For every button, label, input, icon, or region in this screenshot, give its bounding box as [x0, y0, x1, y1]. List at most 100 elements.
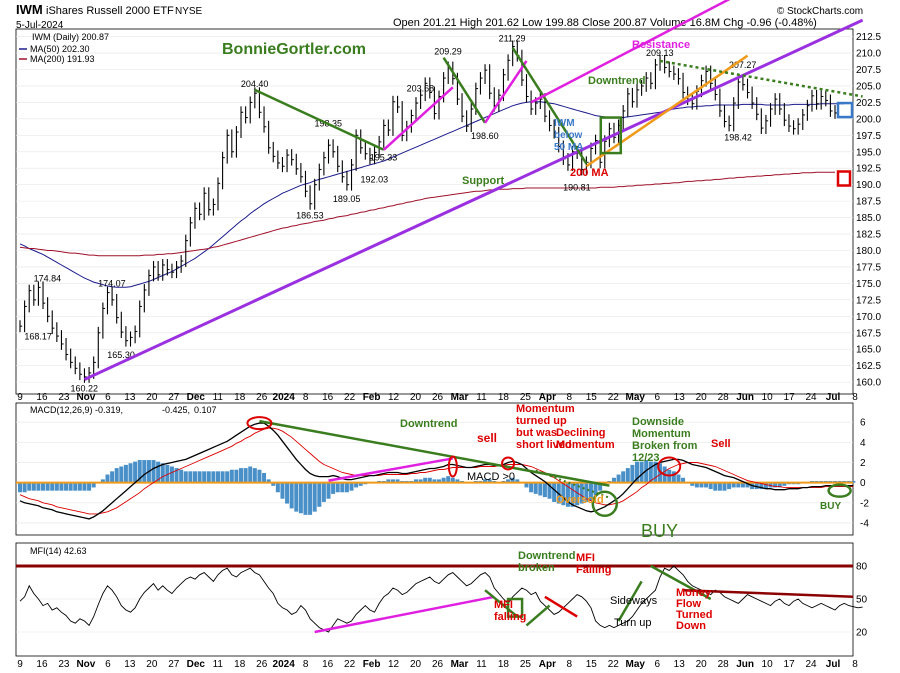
- macd-histogram-bar: [91, 482, 96, 488]
- price-xtick-label: 25: [520, 392, 532, 403]
- macd-histogram-bar: [142, 460, 147, 483]
- resistance-line-1: [382, 86, 454, 151]
- price-ytick-label: 207.5: [856, 65, 881, 76]
- macd-histogram-bar: [598, 482, 603, 491]
- price-ytick-label: 187.5: [856, 197, 881, 208]
- legend-macd: MACD(12,26,9) -0.319,: [30, 405, 123, 415]
- header-ohlc: Open 201.21 High 201.62 Low 199.88 Close…: [393, 17, 817, 29]
- price-xtick-label: 22: [344, 392, 356, 403]
- macd-histogram-bar: [262, 472, 267, 483]
- macd-histogram-bar: [31, 482, 36, 491]
- macd-histogram-bar: [455, 479, 460, 483]
- macd-histogram-bar: [326, 482, 331, 499]
- macd-histogram-bar: [331, 482, 336, 494]
- macd-histogram-bar: [676, 474, 681, 483]
- macd-histogram-bar: [215, 471, 220, 483]
- macd-histogram-bar: [41, 482, 46, 491]
- macd-histogram-bar: [220, 471, 225, 483]
- annotation-mfi-falling: MFI falling: [494, 599, 526, 623]
- macd-histogram-bar: [487, 479, 492, 483]
- annotation-buy-large: BUY: [641, 521, 678, 541]
- mfi-xtick-label: Jul: [826, 659, 841, 670]
- mfi-green-box: [506, 597, 524, 618]
- mfi-xtick-label: 8: [567, 659, 573, 670]
- header-date: 5-Jul-2024: [16, 20, 64, 31]
- mfi-xtick-label: 22: [608, 659, 620, 670]
- mfi-xtick-label: May: [626, 659, 646, 670]
- annotation-mfi-downtrend-broken: Downtrend broken: [518, 550, 575, 574]
- macd-histogram-bar: [151, 460, 156, 483]
- mfi-xtick-label: Feb: [363, 659, 381, 670]
- annotation-macd-gt0: MACD >0: [467, 471, 515, 483]
- price-xtick-label: 17: [784, 392, 796, 403]
- support-trendline: [83, 18, 864, 381]
- price-ytick-label: 212.5: [856, 32, 881, 43]
- macd-histogram-bar: [128, 463, 133, 483]
- annotation-200ma: 200 MA: [570, 167, 609, 179]
- macd-histogram-bar: [584, 482, 589, 502]
- macd-line: [19, 422, 854, 520]
- mfi-xtick-label: 16: [36, 659, 48, 670]
- resistance-line-3: [530, 0, 731, 104]
- mfi-xtick-label: 11: [476, 659, 487, 670]
- price-ytick-label: 210.0: [856, 49, 881, 60]
- annotation-macd-sell-2: Sell: [711, 438, 731, 450]
- mfi-red-arrow: [544, 595, 578, 618]
- mfi-xtick-label: 26: [432, 659, 444, 670]
- macd-histogram-bar: [266, 479, 271, 483]
- macd-histogram-bar: [280, 482, 285, 499]
- macd-histogram-bar: [575, 482, 580, 506]
- mfi-xtick-label: 18: [498, 659, 510, 670]
- price-ytick-label: 170.0: [856, 312, 881, 323]
- price-ytick-label: 202.5: [856, 98, 881, 109]
- price-xtick-label: 28: [718, 392, 730, 403]
- ma200-line: [19, 171, 835, 257]
- macd-histogram-bar: [119, 466, 124, 483]
- macd-ytick-label: -4: [860, 518, 869, 529]
- price-value-label: 174.84: [34, 273, 62, 283]
- price-xtick-label: 2024: [273, 392, 296, 403]
- macd-sell-ellipse-3: [657, 456, 682, 477]
- mfi-xtick-label: 13: [674, 659, 686, 670]
- macd-histogram-bar: [782, 482, 787, 486]
- macd-histogram-bar: [510, 477, 515, 483]
- mfi-xtick-label: Apr: [539, 659, 556, 670]
- macd-histogram-bar: [105, 474, 110, 483]
- price-xtick-label: 6: [105, 392, 111, 403]
- annotation-brand: BonnieGortler.com: [222, 41, 366, 58]
- price-xtick-label: 18: [234, 392, 246, 403]
- price-xtick-label: 15: [586, 392, 598, 403]
- price-xtick-label: 26: [256, 392, 268, 403]
- mfi-xtick-label: 8: [303, 659, 309, 670]
- macd-histogram-bar: [588, 482, 593, 501]
- mfi-panel-frame: [15, 542, 854, 657]
- macd-histogram-bar: [635, 461, 640, 483]
- annotation-momentum-up: Momentum turned up but was short lived: [516, 403, 575, 451]
- mfi-xtick-label: 23: [58, 659, 70, 670]
- macd-histogram-bar: [533, 482, 538, 494]
- price-ytick-label: 180.0: [856, 246, 881, 257]
- price-xtick-label: 10: [762, 392, 774, 403]
- legend-macd-signal: -0.425,: [162, 405, 190, 415]
- macd-histogram-bar: [570, 482, 575, 507]
- annotation-oversold: Oversold: [556, 494, 604, 506]
- price-xtick-label: Jun: [736, 392, 754, 403]
- macd-histogram-bar: [708, 482, 713, 490]
- macd-histogram-bar: [137, 460, 142, 483]
- macd-histogram-bar: [317, 482, 322, 507]
- macd-histogram-bar: [192, 471, 197, 483]
- legend-ma50: MA(50) 202.30: [30, 44, 90, 54]
- macd-histogram-bar: [114, 468, 119, 483]
- macd-histogram-bar: [524, 482, 529, 488]
- price-ytick-label: 185.0: [856, 213, 881, 224]
- price-xtick-label: 6: [654, 392, 660, 403]
- macd-histogram-bar: [354, 482, 359, 488]
- price-xtick-label: 16: [322, 392, 334, 403]
- mfi-ytick-label: 20: [856, 628, 868, 639]
- macd-histogram-bar: [515, 479, 520, 483]
- mfi-xtick-label: 12: [388, 659, 400, 670]
- price-value-label: 198.42: [724, 132, 752, 142]
- macd-histogram-bar: [321, 482, 326, 502]
- price-value-label: 160.22: [70, 384, 98, 394]
- price-xtick-label: 22: [608, 392, 620, 403]
